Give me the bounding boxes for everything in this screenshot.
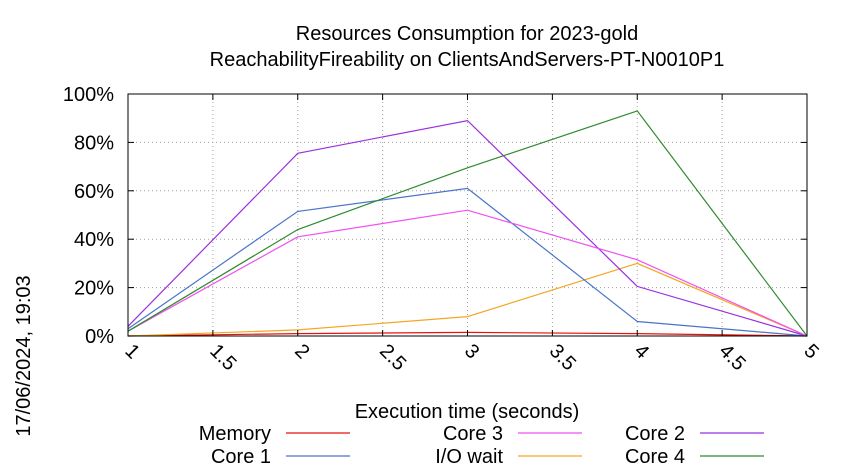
legend-label-core-2: Core 2 xyxy=(625,423,685,445)
y-tick-label: 40% xyxy=(74,229,114,251)
y-tick-label: 0% xyxy=(85,326,114,348)
series-line-core-2 xyxy=(127,119,808,337)
x-tick-label: 5 xyxy=(799,340,822,363)
x-tick-label: 1 xyxy=(120,340,143,363)
legend-label-i-o-wait: I/O wait xyxy=(435,446,503,468)
x-tick-label: 3.5 xyxy=(545,340,580,375)
x-tick-label: 4.5 xyxy=(715,340,750,375)
y-tick-label: 20% xyxy=(74,278,114,300)
series-line-core-3 xyxy=(127,209,808,337)
legend-label-memory: Memory xyxy=(199,423,271,445)
x-tick-label: 2 xyxy=(290,340,313,363)
x-axis-label: Execution time (seconds) xyxy=(355,401,580,423)
chart-subtitle: ReachabilityFireability on ClientsAndSer… xyxy=(210,49,725,71)
series-line-i-o-wait xyxy=(127,262,808,337)
grid xyxy=(128,94,807,336)
x-tick-label: 2.5 xyxy=(375,340,410,375)
y-axis: 0% 20% 40% 60% 80% 100% xyxy=(63,84,807,348)
legend-label-core-1: Core 1 xyxy=(211,446,271,468)
timestamp-label: 17/06/2024, 19:03 xyxy=(13,275,35,436)
series-line-core-1 xyxy=(127,187,808,337)
x-tick-label: 3 xyxy=(460,340,483,363)
x-tick-label: 1.5 xyxy=(205,340,240,375)
y-tick-label: 100% xyxy=(63,84,114,106)
x-tick-label: 4 xyxy=(630,340,653,363)
y-tick-label: 80% xyxy=(74,132,114,154)
series-line-core-4 xyxy=(127,110,808,337)
chart-title: Resources Consumption for 2023-gold xyxy=(296,23,638,45)
legend-label-core-4: Core 4 xyxy=(625,446,685,468)
legend-label-core-3: Core 3 xyxy=(443,423,503,445)
y-tick-label: 60% xyxy=(74,181,114,203)
